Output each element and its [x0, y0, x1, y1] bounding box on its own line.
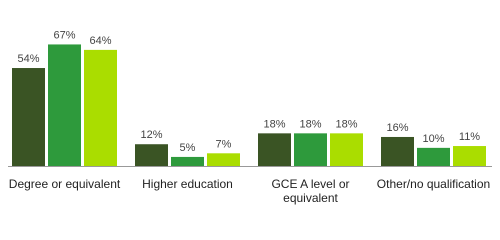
x-tick-label: GCE A level or equivalent — [271, 177, 350, 205]
chart: 54% 67% 64% 12% 5% 7% 18% 18% 18% 16% 10% 11% Degre… — [8, 29, 492, 205]
data-label: 10% — [422, 133, 444, 145]
data-label: 5% — [180, 142, 196, 154]
x-tick-label: Higher education — [142, 177, 233, 191]
bar — [12, 68, 45, 166]
bar — [207, 153, 240, 166]
bar — [258, 133, 291, 166]
chart-plot: 54% 67% 64% 12% 5% 7% 18% 18% 18% 16% 10% 11% — [8, 29, 492, 167]
x-tick-label: Other/no qualification — [376, 177, 491, 191]
data-label: 18% — [263, 118, 285, 130]
bar — [417, 147, 450, 166]
bar — [453, 146, 486, 166]
data-label: 7% — [216, 138, 232, 150]
data-label: 12% — [140, 129, 162, 141]
data-label: 18% — [299, 118, 321, 130]
data-label: 11% — [459, 131, 480, 143]
data-label: 64% — [89, 35, 111, 47]
data-label: 16% — [386, 122, 408, 134]
data-label: 67% — [53, 29, 75, 41]
bar — [294, 133, 327, 166]
bar — [135, 144, 168, 166]
bar — [171, 156, 204, 166]
bar — [330, 133, 363, 166]
x-tick-label: Degree or equivalent — [8, 177, 121, 191]
data-label: 18% — [335, 118, 357, 130]
bar — [84, 49, 117, 167]
data-label: 54% — [17, 53, 39, 65]
bar — [381, 136, 414, 166]
bar — [48, 44, 81, 166]
